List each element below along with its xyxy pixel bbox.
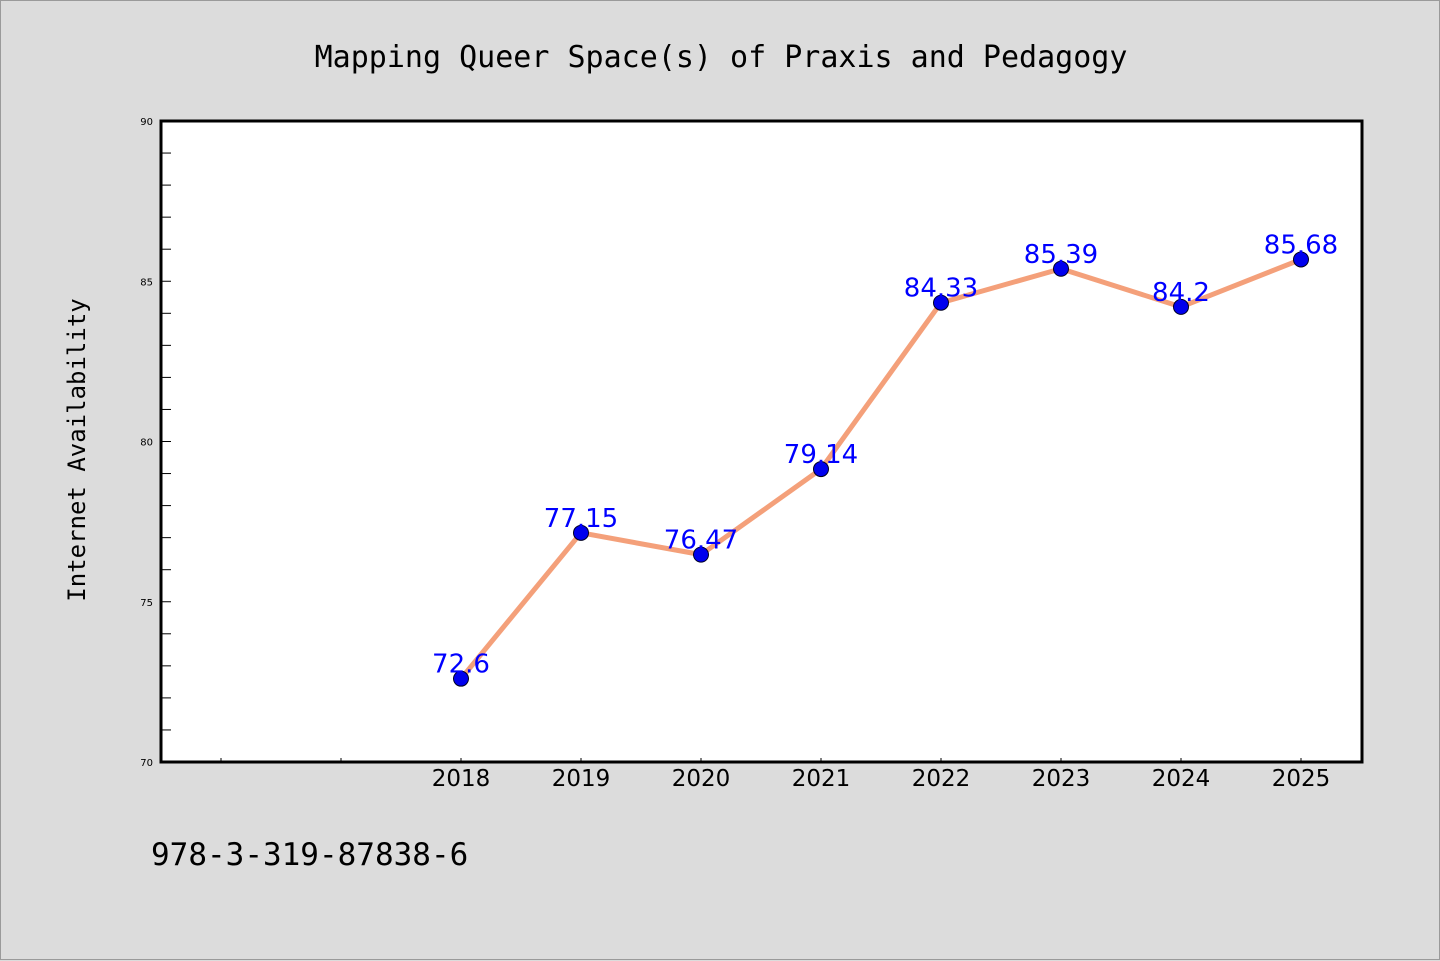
plot-border <box>159 119 1364 764</box>
data-point <box>1053 260 1069 277</box>
x-tick-label: 2024 <box>1152 766 1211 792</box>
data-point <box>573 524 589 541</box>
y-axis-label: Internet Availability <box>63 298 91 601</box>
data-label: 77.15 <box>544 504 618 534</box>
y-tick-label: 70 <box>140 758 153 769</box>
chart-title: Mapping Queer Space(s) of Praxis and Ped… <box>315 40 1128 75</box>
x-axis: 2018 2019 2020 2021 2022 2023 2024 2025 <box>220 758 1331 792</box>
isbn-text: 978-3-319-87838-6 <box>151 837 468 873</box>
data-label: 84.33 <box>904 274 978 304</box>
data-label: 84.2 <box>1152 278 1210 308</box>
x-tick-label: 2025 <box>1272 766 1331 792</box>
data-point <box>453 670 469 687</box>
y-tick-label: 85 <box>140 277 153 288</box>
y-tick-label: 80 <box>140 438 153 449</box>
x-tick-label: 2020 <box>672 766 731 792</box>
data-label: 85.39 <box>1024 240 1098 270</box>
data-points <box>453 251 1309 687</box>
x-tick-label: 2023 <box>1032 766 1091 792</box>
x-tick-label: 2019 <box>552 766 611 792</box>
data-point <box>1173 298 1189 315</box>
data-label: 85.68 <box>1264 230 1338 260</box>
data-label: 72.6 <box>432 650 490 680</box>
plot-area <box>161 121 1362 762</box>
data-label: 79.14 <box>784 440 858 470</box>
x-tick-label: 2022 <box>912 766 971 792</box>
x-tick-label: 2021 <box>792 766 851 792</box>
x-tick-label: 2018 <box>432 766 491 792</box>
y-tick-label: 75 <box>140 598 153 609</box>
data-point <box>813 461 829 478</box>
data-point <box>1293 251 1309 268</box>
data-point <box>693 546 709 563</box>
data-labels: 72.6 77.15 76.47 79.14 84.33 85.39 84.2 85.68 <box>432 230 1338 679</box>
y-tick-label: 90 <box>140 117 153 128</box>
data-point <box>933 294 949 311</box>
series-line <box>458 256 1304 682</box>
data-label: 76.47 <box>664 526 738 556</box>
y-axis: 70 75 80 85 90 <box>140 117 171 769</box>
